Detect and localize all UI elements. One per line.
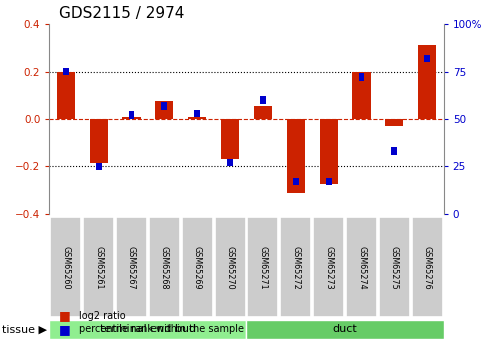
- Text: tissue ▶: tissue ▶: [2, 325, 47, 334]
- Bar: [358, 73, 364, 81]
- Text: ■: ■: [59, 309, 71, 322]
- Bar: [188, 117, 206, 119]
- Bar: [57, 71, 75, 119]
- Bar: [418, 46, 436, 119]
- Bar: [63, 68, 69, 75]
- Bar: [182, 217, 212, 317]
- Bar: [116, 217, 147, 317]
- Bar: [149, 217, 180, 317]
- Text: GSM65270: GSM65270: [226, 246, 235, 289]
- Bar: [260, 96, 266, 104]
- Bar: [49, 320, 247, 339]
- Text: GSM65275: GSM65275: [390, 246, 399, 289]
- Bar: [391, 148, 397, 155]
- Bar: [155, 101, 174, 119]
- Bar: [352, 71, 371, 119]
- Text: duct: duct: [333, 324, 357, 334]
- Bar: [293, 178, 299, 186]
- Bar: [254, 106, 272, 119]
- Bar: [227, 159, 233, 166]
- Bar: [83, 217, 114, 317]
- Bar: [246, 320, 444, 339]
- Bar: [379, 217, 410, 317]
- Bar: [386, 119, 403, 126]
- Bar: [424, 55, 430, 62]
- Bar: [161, 102, 167, 110]
- Bar: [221, 119, 239, 159]
- Text: GSM65268: GSM65268: [160, 246, 169, 289]
- Text: GSM65272: GSM65272: [291, 246, 300, 289]
- Bar: [90, 119, 107, 163]
- Text: GSM65273: GSM65273: [324, 246, 333, 289]
- Bar: [412, 217, 443, 317]
- Bar: [281, 217, 311, 317]
- Text: GSM65267: GSM65267: [127, 246, 136, 289]
- Text: GSM65276: GSM65276: [423, 246, 432, 289]
- Text: GSM65261: GSM65261: [94, 246, 103, 289]
- Bar: [313, 217, 344, 317]
- Bar: [319, 119, 338, 184]
- Bar: [247, 217, 279, 317]
- Bar: [346, 217, 377, 317]
- Bar: [50, 217, 81, 317]
- Text: GDS2115 / 2974: GDS2115 / 2974: [59, 6, 184, 21]
- Bar: [194, 109, 200, 117]
- Bar: [287, 119, 305, 193]
- Bar: [96, 162, 102, 170]
- Text: ■: ■: [59, 323, 71, 336]
- Text: percentile rank within the sample: percentile rank within the sample: [79, 325, 244, 334]
- Bar: [129, 111, 135, 119]
- Text: GSM65274: GSM65274: [357, 246, 366, 289]
- Bar: [214, 217, 246, 317]
- Bar: [326, 178, 332, 186]
- Text: GSM65260: GSM65260: [61, 246, 70, 289]
- Text: GSM65271: GSM65271: [258, 246, 267, 289]
- Text: GSM65269: GSM65269: [193, 246, 202, 289]
- Text: log2 ratio: log2 ratio: [79, 311, 126, 321]
- Text: terminal end bud: terminal end bud: [100, 324, 196, 334]
- Bar: [122, 117, 141, 119]
